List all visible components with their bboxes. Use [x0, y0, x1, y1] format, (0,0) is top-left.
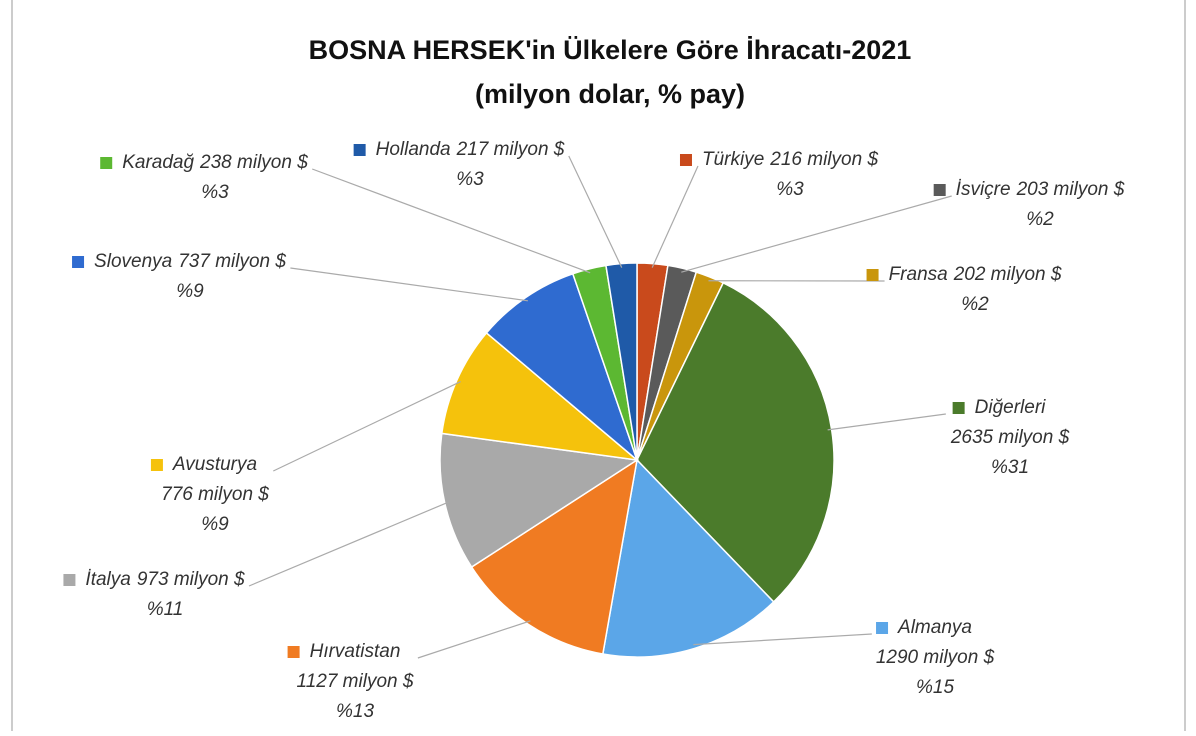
- legend-marker: [876, 622, 888, 634]
- label-name: Karadağ: [122, 152, 194, 173]
- label-percent: %15: [916, 677, 954, 698]
- label-percent: %3: [201, 182, 229, 203]
- label-percent: %2: [961, 294, 989, 315]
- label-value: 238 milyon $: [199, 152, 308, 173]
- label-name: Slovenya: [94, 251, 172, 272]
- label-name: Avusturya: [172, 454, 257, 475]
- label-name: Almanya: [897, 617, 972, 638]
- legend-marker: [867, 269, 879, 281]
- label-value: 1127 milyon $: [297, 671, 414, 692]
- pie: [440, 263, 834, 657]
- label-value: 737 milyon $: [178, 251, 286, 272]
- label-percent: %3: [456, 169, 484, 190]
- label-value: 973 milyon $: [137, 569, 245, 590]
- label-value: 202 milyon $: [953, 264, 1062, 285]
- label-percent: %31: [991, 457, 1029, 478]
- label-name: Hollanda: [376, 139, 451, 160]
- legend-marker: [72, 256, 84, 268]
- legend-marker: [288, 646, 300, 658]
- legend-marker: [953, 402, 965, 414]
- label-percent: %11: [147, 599, 184, 620]
- label-percent: %9: [176, 281, 204, 302]
- label-value: 776 milyon $: [161, 484, 269, 505]
- label-value: 216 milyon $: [769, 149, 878, 170]
- legend-marker: [680, 154, 692, 166]
- legend-marker: [100, 157, 112, 169]
- label-percent: %2: [1026, 209, 1054, 230]
- label-name: İsviçre: [956, 179, 1011, 200]
- legend-marker: [354, 144, 366, 156]
- label-percent: %3: [776, 179, 804, 200]
- legend-marker: [151, 459, 163, 471]
- label-percent: %13: [336, 701, 374, 722]
- label-name: Fransa: [889, 264, 948, 285]
- label-name: Hırvatistan: [310, 641, 401, 662]
- label-value: 2635 milyon $: [950, 427, 1070, 448]
- legend-marker: [63, 574, 75, 586]
- chart-title: BOSNA HERSEK'in Ülkelere Göre İhracatı-2…: [309, 35, 912, 65]
- label-name: İtalya: [85, 569, 130, 590]
- label-value: 217 milyon $: [456, 139, 565, 160]
- label-percent: %9: [201, 514, 229, 535]
- chart-subtitle: (milyon dolar, % pay): [475, 79, 745, 109]
- label-value: 1290 milyon $: [876, 647, 995, 668]
- label-name: Diğerleri: [975, 397, 1047, 418]
- label-value: 203 milyon $: [1016, 179, 1125, 200]
- label-name: Türkiye: [702, 149, 764, 170]
- legend-marker: [934, 184, 946, 196]
